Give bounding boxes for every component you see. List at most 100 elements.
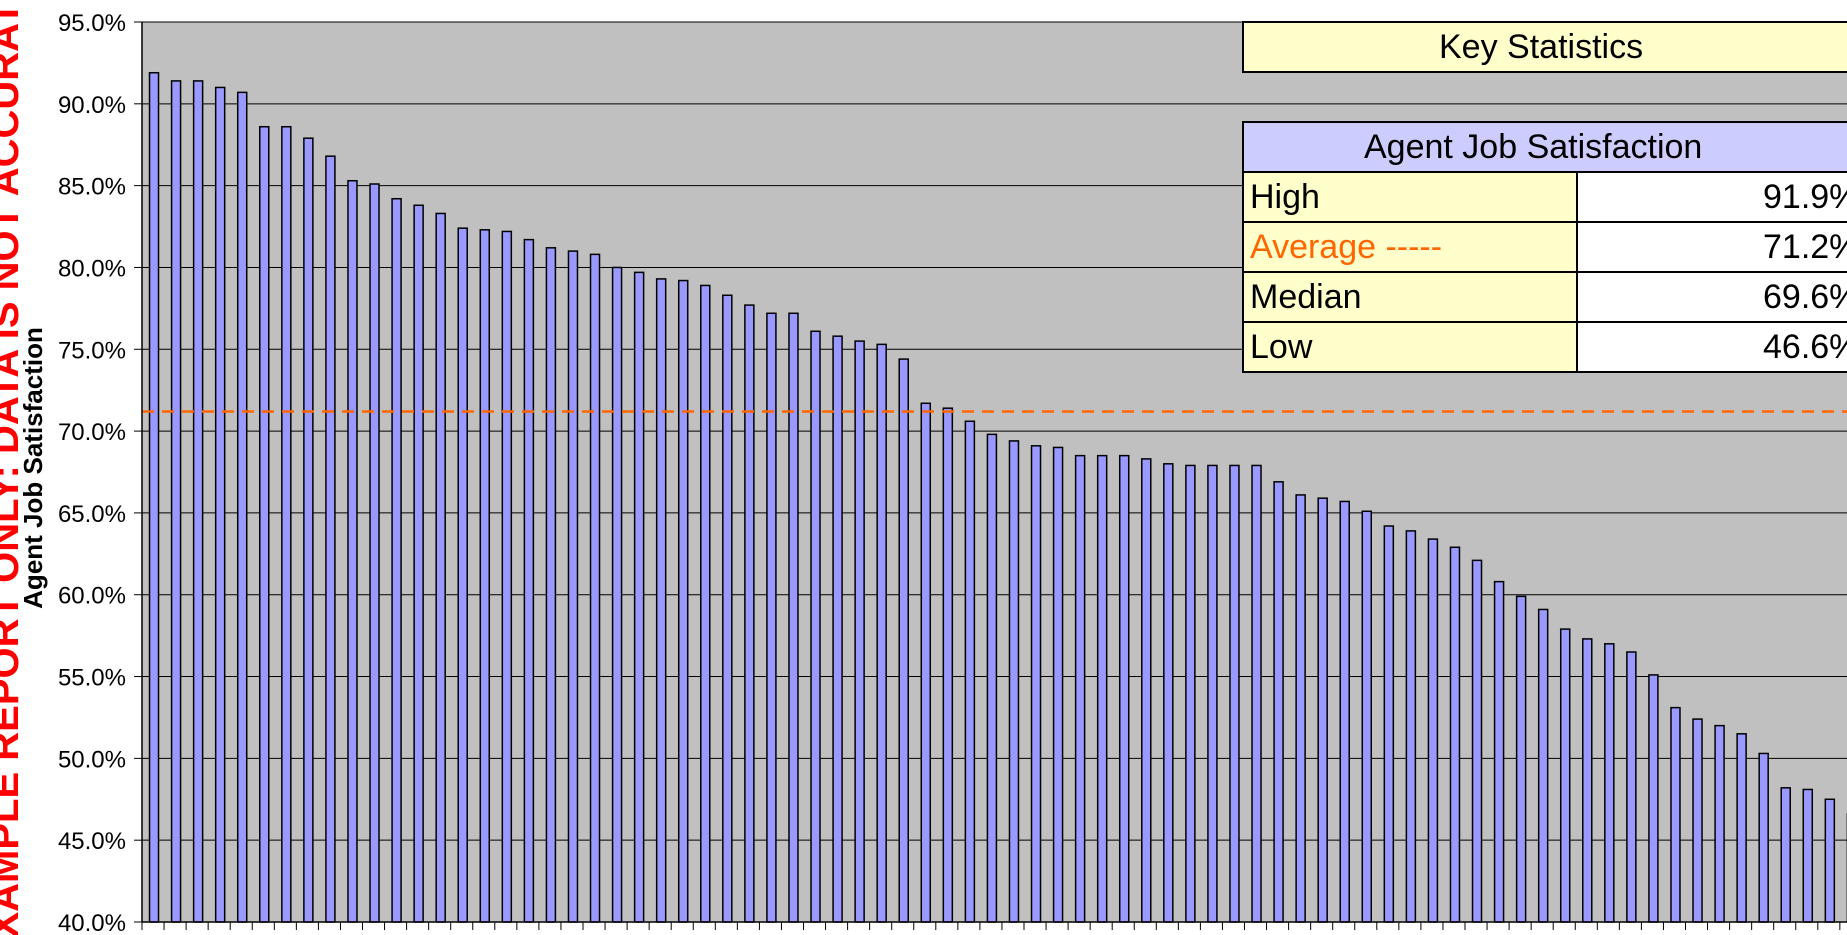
bar — [347, 179, 358, 923]
bar — [1626, 651, 1637, 923]
bar — [1758, 752, 1769, 923]
stat-value-high: 91.9% — [1578, 173, 1847, 221]
stat-row-high: High 91.9% — [1244, 173, 1847, 223]
bar — [1780, 787, 1791, 923]
y-tick-label: 50.0% — [58, 746, 126, 773]
stat-label-average: Average ----- — [1244, 223, 1578, 271]
bar — [1383, 525, 1395, 923]
bar — [1582, 638, 1593, 923]
bar — [810, 330, 821, 923]
bar — [413, 204, 424, 923]
stat-label-low: Low — [1244, 323, 1578, 371]
bar — [1074, 454, 1086, 923]
bar — [523, 238, 535, 923]
bar — [1008, 440, 1020, 923]
bar — [876, 343, 887, 923]
bar — [589, 253, 601, 923]
bar — [1405, 530, 1417, 923]
bar — [148, 71, 160, 923]
watermark: EXAMPLE REPORT ONLY: DATA IS NOT ACCURAT… — [0, 0, 27, 935]
bar — [1317, 497, 1328, 923]
bar — [236, 91, 248, 923]
bar — [1604, 643, 1615, 923]
bar — [1471, 559, 1483, 923]
stat-value-median: 69.6% — [1578, 273, 1847, 321]
y-tick-label: 40.0% — [58, 910, 126, 935]
bar — [567, 250, 579, 923]
bar — [1449, 546, 1461, 923]
y-tick-label: 75.0% — [58, 337, 126, 364]
stat-row-median: Median 69.6% — [1244, 273, 1847, 323]
bar — [1648, 674, 1659, 923]
key-statistics-table-title: Agent Job Satisfaction — [1244, 123, 1847, 173]
bar — [435, 212, 446, 923]
bar — [986, 433, 998, 923]
bar — [854, 340, 865, 923]
bar — [192, 80, 204, 923]
bar — [1493, 580, 1505, 923]
bar — [1802, 788, 1814, 923]
bar — [369, 183, 380, 923]
bar — [1670, 706, 1681, 923]
stat-value-average: 71.2% — [1578, 223, 1847, 271]
bar — [1052, 446, 1064, 923]
bar — [920, 402, 932, 923]
y-tick-label: 85.0% — [58, 174, 126, 201]
bar — [214, 86, 226, 923]
bar — [1515, 595, 1527, 923]
y-axis-ticks: 40.0% 45.0% 50.0% 55.0% 60.0% 65.0% 70.0% 75.0%… — [58, 10, 142, 935]
bar — [1229, 464, 1240, 923]
bar — [1714, 724, 1725, 923]
bar — [259, 125, 270, 923]
bar — [1427, 538, 1439, 923]
y-tick-label: 70.0% — [58, 419, 126, 446]
bar — [501, 230, 513, 923]
bar — [1163, 463, 1174, 923]
stat-label-median: Median — [1244, 273, 1578, 321]
bar — [1537, 608, 1549, 923]
bar — [611, 266, 623, 923]
bar — [677, 279, 689, 923]
bar — [479, 229, 491, 923]
stat-value-low: 46.6% — [1578, 323, 1847, 371]
key-statistics-title: Key Statistics — [1242, 21, 1847, 73]
bar — [832, 335, 843, 923]
y-tick-label: 65.0% — [58, 501, 126, 528]
bar — [545, 247, 557, 923]
bar — [1273, 481, 1284, 923]
bar — [655, 278, 667, 923]
bar — [942, 407, 954, 923]
bar — [281, 125, 292, 923]
key-statistics-table: Agent Job Satisfaction High 91.9% Averag… — [1242, 121, 1847, 373]
bar — [303, 137, 314, 923]
bar — [325, 155, 336, 923]
y-axis-label: Agent Job Satisfaction — [18, 327, 48, 609]
bar — [633, 271, 645, 923]
bar — [1251, 464, 1262, 923]
x-axis-ticks — [141, 922, 1841, 930]
bar — [744, 304, 755, 923]
bar — [1295, 494, 1306, 923]
stat-label-high: High — [1244, 173, 1578, 221]
bar — [1736, 733, 1747, 923]
bar — [170, 80, 182, 923]
stat-row-low: Low 46.6% — [1244, 323, 1847, 371]
y-tick-label: 60.0% — [58, 583, 126, 610]
bar — [1692, 718, 1703, 923]
bar — [1361, 510, 1373, 923]
bar — [766, 312, 777, 923]
bar — [457, 227, 468, 923]
y-tick-label: 90.0% — [58, 92, 126, 119]
bar — [1141, 458, 1152, 923]
bar — [1096, 454, 1108, 923]
bar — [391, 197, 402, 923]
bar — [1207, 464, 1218, 923]
bar — [1185, 464, 1196, 923]
stat-row-average: Average ----- 71.2% — [1244, 223, 1847, 273]
bar — [1339, 500, 1350, 923]
bar — [722, 294, 733, 923]
bar — [898, 358, 909, 923]
bar — [964, 420, 976, 923]
y-tick-label: 45.0% — [58, 828, 126, 855]
bar — [1559, 628, 1571, 923]
